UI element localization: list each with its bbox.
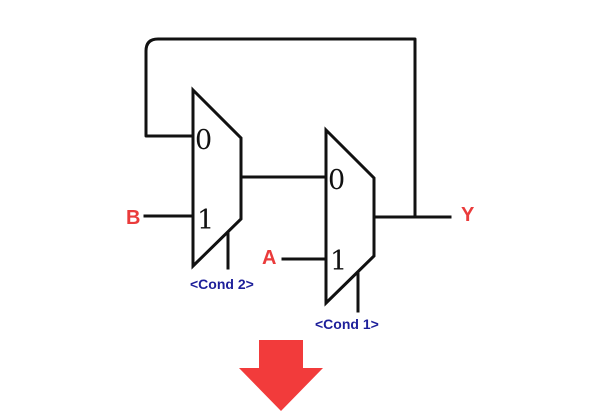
mux2-body <box>191 86 243 270</box>
cond1-label: <Cond 1> <box>315 316 379 332</box>
mux1-body <box>324 126 376 307</box>
feedback-wire <box>144 37 417 219</box>
arrow-down-icon <box>239 340 323 411</box>
input-b-label: B <box>126 207 140 229</box>
input-a-label: A <box>262 247 276 269</box>
mux1-input0-label: 0 <box>328 165 345 196</box>
mux2: 0 1 <box>191 86 243 270</box>
cond2-label: <Cond 2> <box>190 276 254 292</box>
mux1-input1-label: 1 <box>330 246 347 277</box>
output-y-label: Y <box>461 204 475 226</box>
mux2-input1-label: 1 <box>197 205 214 236</box>
mux2-input0-label: 0 <box>195 125 212 156</box>
mux1: 0 1 <box>324 126 376 307</box>
